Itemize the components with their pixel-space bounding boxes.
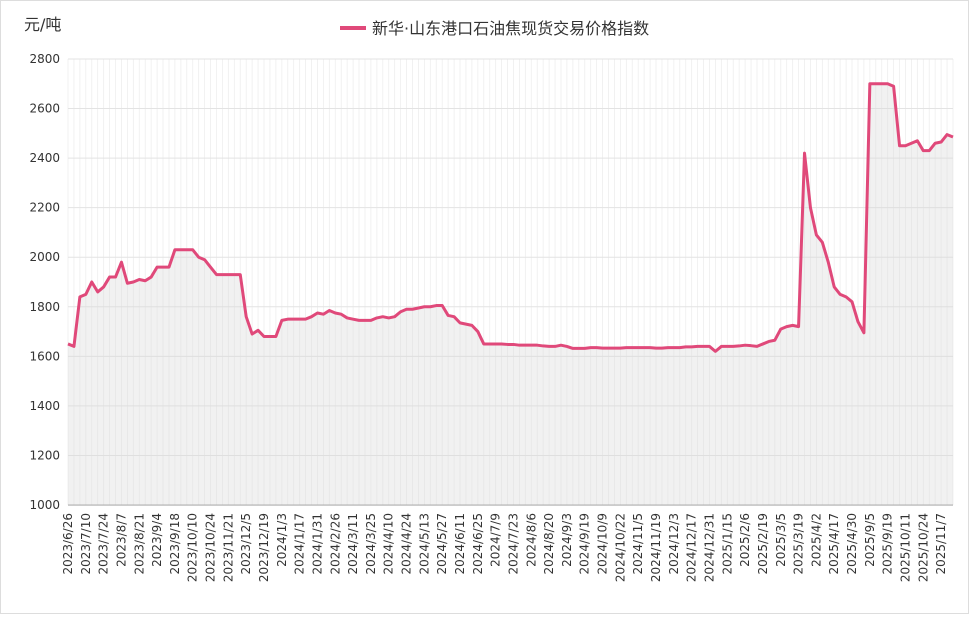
x-tick-label: 2024/8/6: [524, 513, 538, 567]
y-tick-label: 1200: [29, 448, 60, 462]
x-tick-label: 2024/11/5: [631, 513, 645, 575]
x-tick-label: 2024/7/23: [506, 513, 520, 575]
x-tick-label: 2024/2/26: [328, 513, 342, 575]
x-tick-label: 2024/10/22: [613, 513, 627, 582]
x-tick-label: 2023/8/7: [114, 513, 128, 567]
y-tick-label: 1600: [29, 349, 60, 363]
x-tick-label: 2023/9/4: [150, 513, 164, 567]
x-tick-label: 2024/5/13: [417, 513, 431, 575]
x-tick-label: 2023/9/18: [168, 513, 182, 575]
x-tick-label: 2023/10/24: [204, 513, 218, 582]
x-tick-label: 2024/3/11: [346, 513, 360, 575]
x-tick-label: 2024/3/25: [364, 513, 378, 575]
x-tick-label: 2024/6/11: [453, 513, 467, 575]
x-tick-label: 2025/11/7: [934, 513, 948, 575]
x-tick-label: 2025/3/5: [774, 513, 788, 567]
x-tick-label: 2023/11/21: [221, 513, 235, 582]
x-tick-label: 2024/10/9: [596, 513, 610, 575]
y-tick-label: 1800: [29, 300, 60, 314]
x-tick-label: 2025/4/2: [809, 513, 823, 567]
x-tick-label: 2023/12/5: [239, 513, 253, 575]
x-tick-label: 2024/6/25: [471, 513, 485, 575]
y-axis-title: 元/吨: [24, 15, 61, 34]
x-tick-label: 2025/4/30: [845, 513, 859, 575]
x-tick-label: 2023/6/26: [61, 513, 75, 575]
x-tick-label: 2023/8/21: [132, 513, 146, 575]
x-tick-label: 2024/11/19: [649, 513, 663, 582]
x-tick-label: 2025/3/19: [792, 513, 806, 575]
x-tick-label: 2025/9/19: [881, 513, 895, 575]
x-tick-label: 2024/5/27: [435, 513, 449, 575]
x-tick-label: 2024/1/17: [293, 513, 307, 575]
x-tick-label: 2024/12/17: [685, 513, 699, 582]
x-tick-label: 2025/10/24: [916, 513, 930, 582]
x-tick-label: 2024/1/3: [275, 513, 289, 567]
x-tick-label: 2023/12/19: [257, 513, 271, 582]
y-tick-label: 2800: [29, 52, 60, 66]
y-tick-label: 1000: [29, 498, 60, 512]
area-fill: [68, 83, 953, 506]
y-tick-label: 1400: [29, 399, 60, 413]
x-tick-label: 2025/10/11: [898, 513, 912, 582]
x-tick-label: 2024/9/19: [578, 513, 592, 575]
x-tick-label: 2024/4/10: [382, 513, 396, 575]
x-tick-label: 2024/12/31: [702, 513, 716, 582]
y-tick-label: 2600: [29, 102, 60, 116]
legend-label: 新华·山东港口石油焦现货交易价格指数: [372, 19, 649, 38]
line: [67, 82, 954, 353]
x-tick-label: 2025/1/15: [720, 513, 734, 575]
x-tick-label: 2024/4/24: [400, 513, 414, 575]
y-tick-label: 2400: [29, 151, 60, 165]
x-tick-label: 2024/9/3: [560, 513, 574, 567]
x-tick-label: 2025/9/5: [863, 513, 877, 567]
y-tick-label: 2000: [29, 250, 60, 264]
x-tick-label: 2023/7/24: [97, 513, 111, 575]
x-tick-label: 2023/7/10: [79, 513, 93, 575]
x-tick-label: 2025/2/19: [756, 513, 770, 575]
y-tick-label: 2200: [29, 201, 60, 215]
x-tick-label: 2024/8/20: [542, 513, 556, 575]
x-tick-label: 2024/7/9: [489, 513, 503, 567]
x-tick-label: 2025/2/6: [738, 513, 752, 567]
x-tick-label: 2025/4/17: [827, 513, 841, 575]
x-tick-label: 2024/12/3: [667, 513, 681, 575]
x-tick-label: 2024/1/31: [310, 513, 324, 575]
x-tick-label: 2023/10/10: [186, 513, 200, 582]
